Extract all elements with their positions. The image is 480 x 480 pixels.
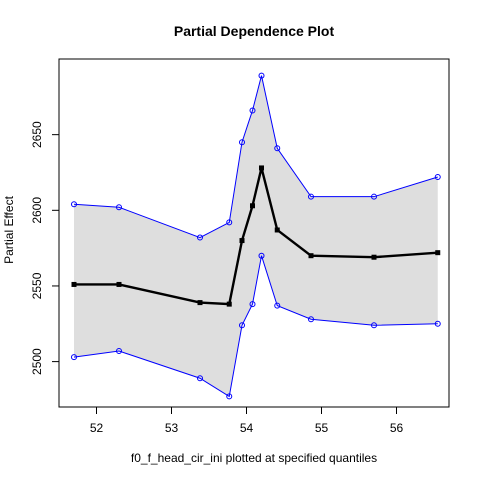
lower-bound-point xyxy=(371,322,377,329)
lower-bound-point xyxy=(197,375,203,382)
partial-effect-point xyxy=(371,254,377,260)
lower-bound-point xyxy=(258,252,265,259)
x-axis-label: f0_f_head_cir_ini plotted at specified q… xyxy=(131,451,377,465)
upper-bound-point xyxy=(434,174,441,181)
chart-title: Partial Dependence Plot xyxy=(174,23,335,39)
partial-effect-point xyxy=(239,238,245,244)
partial-effect-point xyxy=(250,203,255,209)
x-tick-label: 54 xyxy=(240,421,254,435)
plot-area: 52 53 54 55 56 2500 2550 2600 2650 xyxy=(30,58,450,435)
x-tick-label: 55 xyxy=(315,421,329,435)
lower-bound-point xyxy=(116,348,122,355)
partial-effect-point xyxy=(259,165,264,171)
upper-bound-point xyxy=(308,193,314,200)
x-tick-label: 53 xyxy=(165,421,179,435)
lower-bound-line xyxy=(73,255,438,398)
partial-effect-point xyxy=(435,250,441,256)
partial-effect-point xyxy=(226,301,232,307)
partial-effect-point xyxy=(116,281,122,287)
upper-bound-point xyxy=(197,234,203,241)
y-tick-label: 2500 xyxy=(30,348,44,375)
upper-bound-point xyxy=(371,193,377,200)
lower-bound-point xyxy=(308,316,314,323)
partial-effect-point xyxy=(197,300,203,306)
upper-bound-point xyxy=(226,219,233,226)
y-tick-label: 2600 xyxy=(30,197,44,224)
x-tick-label: 52 xyxy=(90,421,104,435)
lower-bound-point xyxy=(226,393,233,400)
upper-bound-point xyxy=(116,204,122,211)
lower-bound-point xyxy=(434,320,441,327)
lower-bound-point xyxy=(249,301,256,308)
upper-bound-line xyxy=(73,75,438,239)
lower-bound-point xyxy=(71,354,77,361)
lower-bound-point xyxy=(274,302,281,309)
y-tick-label: 2650 xyxy=(30,121,44,148)
confidence-band xyxy=(74,75,438,397)
partial-effect-point xyxy=(71,281,77,287)
x-tick-label: 56 xyxy=(390,421,404,435)
partial-effect-point xyxy=(308,253,314,259)
upper-bound-point xyxy=(274,145,281,152)
upper-bound-point xyxy=(239,139,245,146)
upper-bound-point xyxy=(258,72,265,79)
y-tick-label: 2550 xyxy=(30,272,44,299)
y-axis-label: Partial Effect xyxy=(2,195,16,263)
partial-effect-point xyxy=(274,227,280,233)
lower-bound-point xyxy=(239,322,245,329)
upper-bound-point xyxy=(249,107,256,114)
upper-bound-point xyxy=(71,201,77,208)
